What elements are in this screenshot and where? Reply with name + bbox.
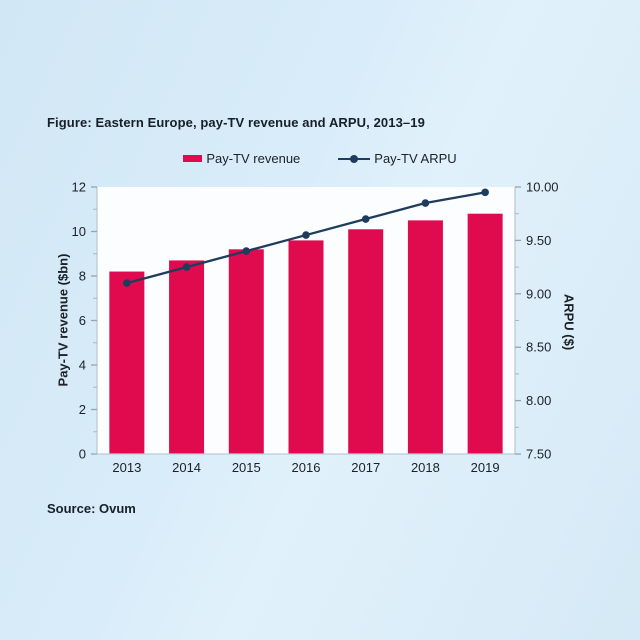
right-tick-label: 10.00	[526, 180, 559, 195]
line-dot-icon	[338, 157, 371, 160]
x-tick-label-2015: 2015	[232, 460, 261, 475]
right-tick-label: 8.00	[526, 393, 551, 408]
right-tick-label: 7.50	[526, 447, 551, 462]
x-tick-label-2018: 2018	[411, 460, 440, 475]
left-tick-label: 2	[79, 402, 86, 417]
left-tick-label: 4	[79, 358, 86, 373]
left-tick-label: 0	[79, 447, 86, 462]
x-tick-label-2016: 2016	[292, 460, 321, 475]
legend-label-revenue: Pay-TV revenue	[206, 151, 301, 166]
right-tick-label: 8.50	[526, 340, 551, 355]
legend-item-arpu: Pay-TV ARPU	[338, 151, 457, 166]
legend-label-arpu: Pay-TV ARPU	[374, 151, 457, 166]
legend-item-revenue: Pay-TV revenue	[183, 151, 300, 166]
right-tick-label: 9.50	[526, 233, 551, 248]
bar-2014	[169, 260, 205, 454]
bar-2018	[407, 220, 443, 454]
right-tick-label: 9.00	[526, 286, 551, 301]
bar-2013	[109, 271, 145, 454]
bar-2015	[228, 249, 264, 454]
left-tick-label: 8	[79, 269, 86, 284]
left-tick-label: 10	[72, 224, 86, 239]
chart-legend: Pay-TV revenue Pay-TV ARPU	[0, 151, 640, 166]
bar-2019	[467, 213, 503, 454]
bar-2017	[348, 229, 384, 454]
arpu-marker-2014	[182, 263, 191, 271]
bar-2016	[288, 240, 324, 454]
x-tick-label-2019: 2019	[471, 460, 500, 475]
bar-swatch-icon	[183, 155, 203, 162]
arpu-marker-2019	[481, 188, 489, 197]
arpu-marker-2016	[302, 231, 310, 239]
figure-title: Figure: Eastern Europe, pay-TV revenue a…	[47, 115, 425, 130]
arpu-marker-2017	[361, 215, 370, 223]
left-tick-label: 12	[72, 180, 86, 195]
x-tick-label-2014: 2014	[172, 460, 201, 475]
arpu-marker-2018	[421, 199, 430, 207]
arpu-marker-2013	[123, 279, 131, 287]
source-note: Source: Ovum	[47, 501, 136, 516]
arpu-marker-2015	[242, 247, 251, 255]
x-tick-label-2013: 2013	[112, 460, 141, 475]
left-tick-label: 6	[79, 313, 86, 328]
x-tick-label-2017: 2017	[351, 460, 380, 475]
